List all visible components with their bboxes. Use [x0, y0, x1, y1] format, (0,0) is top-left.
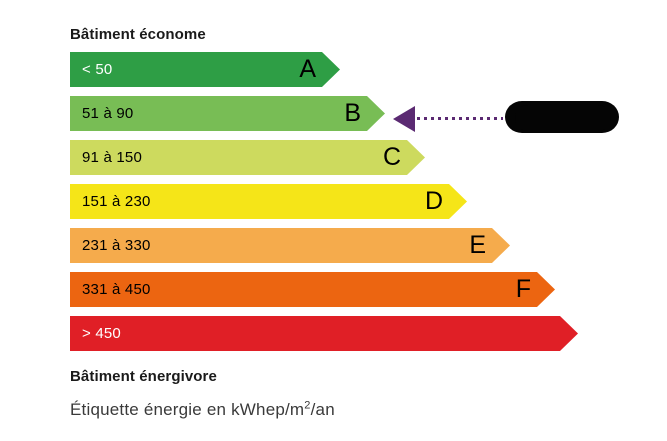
bar-letter-a: A [299, 55, 316, 83]
bar-arrow-shape-b [70, 96, 385, 131]
bar-range-label-f: 331 à 450 [82, 281, 151, 298]
energy-class-bar-c: 91 à 150 C [70, 140, 425, 175]
energy-class-bar-a: < 50 A [70, 52, 340, 87]
bar-arrow-shape-a [70, 52, 340, 87]
bar-range-label-g: > 450 [82, 325, 121, 342]
redacted-value-blob [505, 101, 619, 133]
bar-letter-f: F [515, 275, 531, 303]
bar-range-label-d: 151 à 230 [82, 193, 151, 210]
bar-arrow-shape-d [70, 184, 467, 219]
caption-unit-suffix: /an [310, 400, 335, 419]
bar-range-label-a: < 50 [82, 61, 113, 78]
bar-arrow-shape-g [70, 316, 578, 351]
bar-letter-c: C [382, 143, 401, 171]
energy-class-bar-f: 331 à 450 F [70, 272, 555, 307]
energy-class-bar-d: 151 à 230 D [70, 184, 467, 219]
caption-unit: Étiquette énergie en kWhep/m2/an [70, 400, 335, 420]
bar-arrow-shape-f [70, 272, 555, 307]
class-pointer-connector [417, 117, 503, 120]
bar-range-label-e: 231 à 330 [82, 237, 151, 254]
caption-economical-building: Bâtiment économe [70, 26, 206, 43]
bar-arrow-shape-c [70, 140, 425, 175]
class-pointer-arrow-icon [393, 106, 415, 132]
bar-range-label-b: 51 à 90 [82, 105, 134, 122]
energy-class-bar-b: 51 à 90 B [70, 96, 385, 131]
bar-range-label-c: 91 à 150 [82, 149, 142, 166]
energy-class-bar-g: > 450G [70, 316, 578, 351]
energy-class-bar-e: 231 à 330 E [70, 228, 510, 263]
bar-letter-d: D [424, 187, 443, 215]
caption-unit-main: Étiquette énergie en kWhep/m [70, 400, 305, 419]
bar-letter-e: E [469, 231, 486, 259]
caption-unit-exponent: 2 [304, 399, 311, 412]
bar-letter-b: B [344, 99, 361, 127]
bar-arrow-shape-e [70, 228, 510, 263]
energy-class-bars: < 50 A 51 à 90 B 91 à 150 C 151 à 230 D 231 à 33… [70, 52, 600, 358]
caption-energy-intensive-building: Bâtiment énergivore [70, 368, 217, 385]
